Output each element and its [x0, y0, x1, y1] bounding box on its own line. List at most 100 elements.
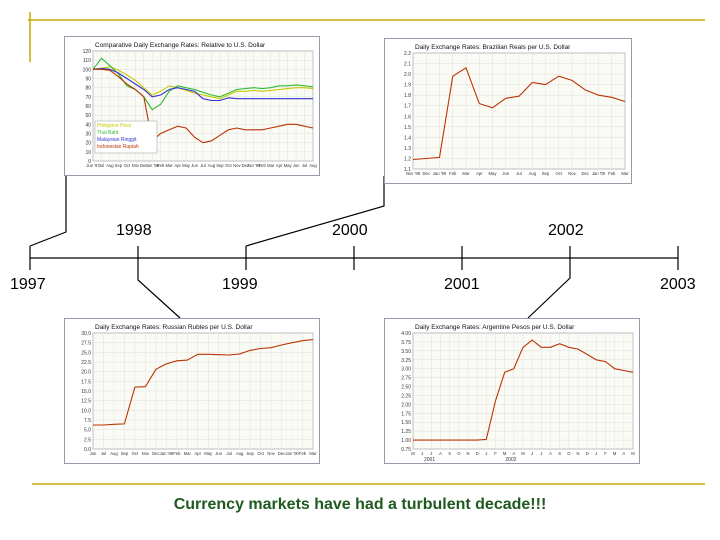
chart-comparative-asian-currencies: Comparative Daily Exchange Rates: Relati… — [64, 36, 320, 176]
y-tick-label: 2.0 — [404, 72, 411, 78]
year-label-2002: 2002 — [548, 222, 584, 239]
y-tick-label: 12.5 — [81, 399, 91, 405]
x-tick-label: Oct — [555, 171, 562, 176]
x-tick-label: S — [448, 451, 451, 456]
x-tick-label: M — [613, 451, 617, 456]
x-tick-label: Aug — [208, 163, 216, 168]
x-tick-label: A — [549, 451, 552, 456]
connector-brazil — [245, 176, 385, 247]
x-tick-label: J — [430, 451, 432, 456]
connectors — [29, 176, 571, 319]
y-tick-label: 0.0 — [84, 447, 91, 453]
x-tick-label: Apr — [476, 171, 483, 176]
x-tick-label: Mar — [267, 163, 275, 168]
y-tick-label: 2.50 — [401, 385, 411, 391]
y-tick-label: 1.5 — [404, 125, 411, 131]
y-tick-label: 1.9 — [404, 83, 411, 89]
x-tick-label: Dec — [140, 163, 147, 168]
x-tick-label: Feb — [608, 171, 616, 176]
chart-title: Daily Exchange Rates: Brazilian Reals pe… — [415, 44, 571, 51]
y-tick-label: 30.0 — [81, 331, 91, 337]
y-tick-label: 1.8 — [404, 93, 411, 99]
x-tick-label: Jun — [90, 451, 97, 456]
x-tick-label: M — [503, 451, 507, 456]
y-tick-label: 1.4 — [404, 135, 411, 141]
x-tick-label: Jul — [302, 163, 307, 168]
x-tick-label: S — [558, 451, 561, 456]
y-tick-label: 90 — [85, 77, 91, 83]
y-tick-label: 1.3 — [404, 146, 411, 152]
x-tick-label: Mar — [462, 171, 470, 176]
y-tick-label: 1.25 — [401, 429, 411, 435]
y-tick-label: 1.6 — [404, 114, 411, 120]
x-tick-label: Aug — [529, 171, 537, 176]
y-tick-label: 10 — [85, 150, 91, 156]
x-tick-label: Feb — [259, 163, 267, 168]
chart-argentine-pesos: Daily Exchange Rates: Argentine Pesos pe… — [384, 318, 640, 464]
x-tick-label: J — [421, 451, 423, 456]
year-label-2000: 2000 — [332, 222, 368, 239]
y-tick-label: 2.25 — [401, 393, 411, 399]
year-label-1999: 1999 — [222, 276, 258, 293]
x-group-label: 2001 — [424, 457, 435, 463]
x-tick-label: Jul — [101, 451, 106, 456]
y-tick-label: 80 — [85, 86, 91, 92]
y-tick-label: 1.2 — [404, 156, 411, 162]
x-tick-label: Oct — [124, 163, 131, 168]
x-tick-label: M — [631, 451, 635, 456]
y-tick-label: 2.5 — [84, 437, 91, 443]
x-tick-label: Mar — [184, 451, 192, 456]
x-tick-label: A — [622, 451, 625, 456]
y-tick-label: 1.75 — [401, 411, 411, 417]
y-tick-label: 3.75 — [401, 340, 411, 346]
y-tick-label: 50 — [85, 113, 91, 119]
year-label-1998: 1998 — [116, 222, 152, 239]
connector-russia — [137, 270, 181, 319]
legend-entry-indonesian-rupiah: Indonesian Rupiah — [97, 144, 139, 150]
chart-svg: Daily Exchange Rates: Argentine Pesos pe… — [401, 324, 635, 463]
chart-svg: Daily Exchange Rates: Brazilian Reals pe… — [404, 44, 629, 176]
x-tick-label: Dec — [152, 451, 159, 456]
x-tick-label: Sep — [216, 163, 224, 168]
x-tick-label: Feb — [299, 451, 307, 456]
x-tick-label: Mar — [309, 451, 317, 456]
x-tick-label: Dec — [582, 171, 589, 176]
series-line-0 — [93, 339, 314, 426]
y-tick-label: 2.2 — [404, 51, 411, 57]
y-tick-label: 5.0 — [84, 428, 91, 434]
x-tick-label: D — [586, 451, 589, 456]
chart-title: Daily Exchange Rates: Russian Rubles per… — [95, 324, 253, 331]
series-line-0 — [412, 66, 626, 161]
y-tick-label: 3.00 — [401, 367, 411, 373]
x-tick-label: Nov — [132, 163, 140, 168]
x-tick-label: Aug — [110, 451, 118, 456]
x-tick-label: Jul — [200, 163, 205, 168]
x-tick-label: Nov — [568, 171, 576, 176]
x-tick-label: Jul — [516, 171, 521, 176]
y-tick-label: 15.0 — [81, 389, 91, 395]
x-tick-label: May — [284, 163, 293, 168]
x-tick-label: Apr — [174, 163, 181, 168]
y-tick-label: 120 — [83, 49, 92, 55]
x-tick-label: Aug — [309, 163, 317, 168]
x-tick-label: Oct — [132, 451, 139, 456]
y-tick-label: 0.75 — [401, 447, 411, 453]
year-label-1997: 1997 — [10, 276, 46, 293]
y-tick-label: 25.0 — [81, 350, 91, 356]
x-tick-label: Dec — [242, 163, 249, 168]
x-tick-label: Aug — [236, 451, 244, 456]
x-tick-label: Oct — [257, 451, 264, 456]
slide-caption: Currency markets have had a turbulent de… — [173, 496, 547, 513]
x-tick-label: Sep — [246, 451, 254, 456]
chart-title: Daily Exchange Rates: Argentine Pesos pe… — [415, 324, 575, 331]
y-tick-label: 17.5 — [81, 379, 91, 385]
y-tick-label: 1.50 — [401, 420, 411, 426]
x-tick-label: Mar — [621, 171, 629, 176]
y-tick-label: 30 — [85, 132, 91, 138]
y-tick-label: 3.25 — [401, 358, 411, 364]
x-tick-label: D — [476, 451, 479, 456]
x-tick-label: J — [531, 451, 533, 456]
chart-russian-rubles: Daily Exchange Rates: Russian Rubles per… — [64, 318, 320, 464]
y-tick-label: 3.50 — [401, 349, 411, 355]
x-tick-label: J — [595, 451, 597, 456]
